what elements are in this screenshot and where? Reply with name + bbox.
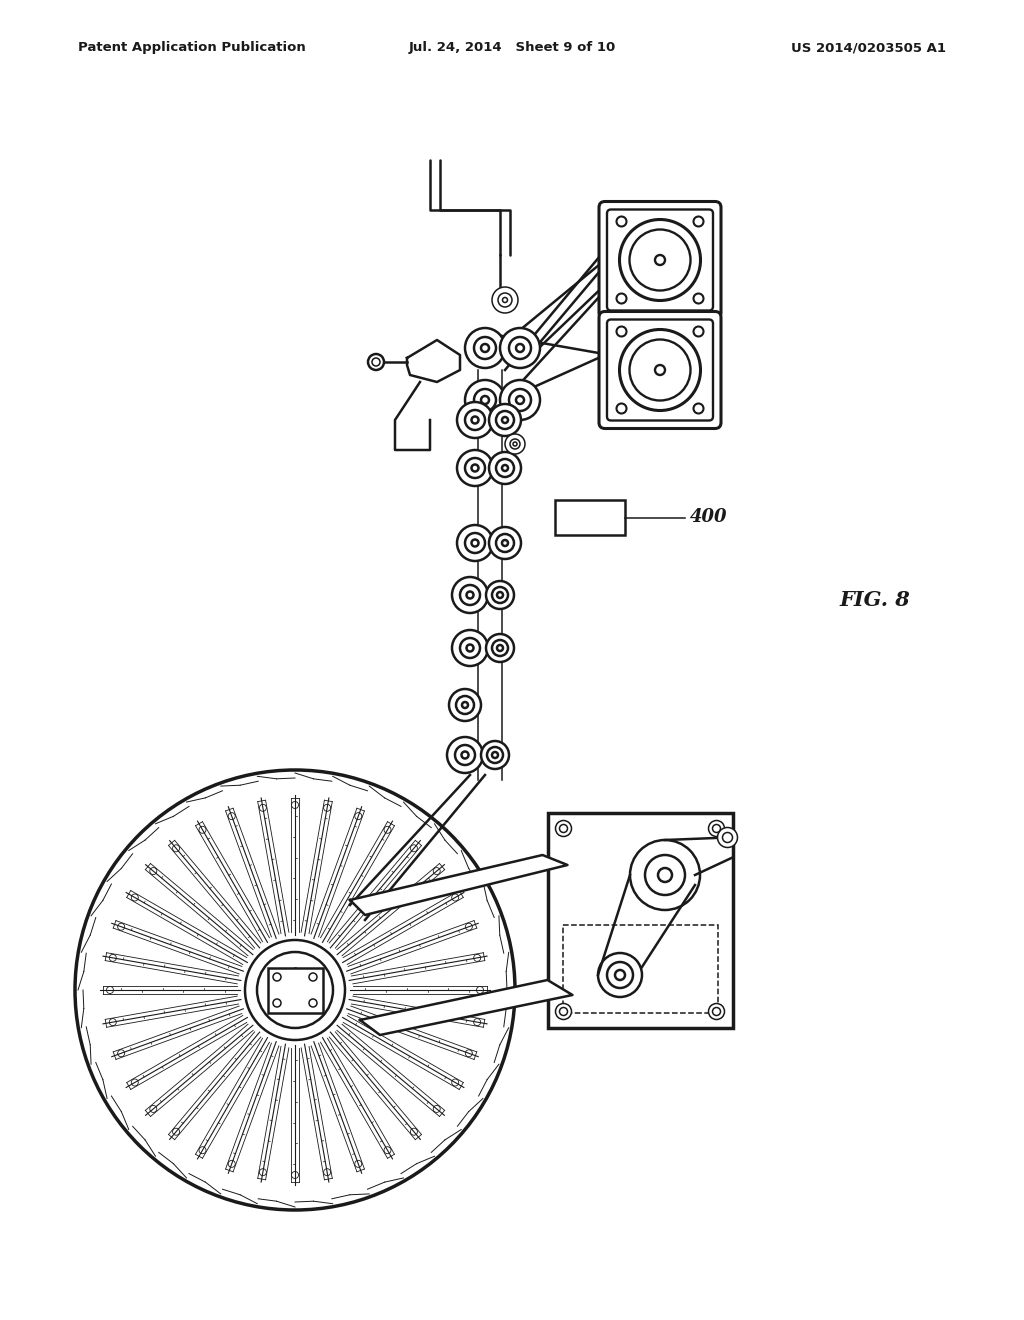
Circle shape <box>616 293 627 304</box>
Bar <box>548 813 732 1027</box>
Circle shape <box>616 216 627 227</box>
Circle shape <box>489 527 521 558</box>
Circle shape <box>465 327 505 368</box>
Circle shape <box>447 737 483 774</box>
Circle shape <box>481 741 509 770</box>
Circle shape <box>489 451 521 484</box>
Circle shape <box>693 216 703 227</box>
Circle shape <box>452 577 488 612</box>
Circle shape <box>616 326 627 337</box>
Circle shape <box>465 380 505 420</box>
Circle shape <box>500 380 540 420</box>
Text: US 2014/0203505 A1: US 2014/0203505 A1 <box>791 41 946 54</box>
Circle shape <box>616 404 627 413</box>
Circle shape <box>368 354 384 370</box>
Text: Jul. 24, 2014   Sheet 9 of 10: Jul. 24, 2014 Sheet 9 of 10 <box>409 41 615 54</box>
Circle shape <box>489 404 521 436</box>
Circle shape <box>452 630 488 667</box>
Text: Patent Application Publication: Patent Application Publication <box>78 41 306 54</box>
Circle shape <box>500 327 540 368</box>
Circle shape <box>492 286 518 313</box>
Circle shape <box>457 525 493 561</box>
Circle shape <box>505 434 525 454</box>
Circle shape <box>693 326 703 337</box>
Circle shape <box>555 821 571 837</box>
Bar <box>562 925 718 1012</box>
Circle shape <box>693 404 703 413</box>
Circle shape <box>449 689 481 721</box>
Circle shape <box>655 366 665 375</box>
Text: FIG. 8: FIG. 8 <box>840 590 910 610</box>
Polygon shape <box>407 341 460 381</box>
FancyBboxPatch shape <box>599 202 721 318</box>
Circle shape <box>486 634 514 663</box>
Circle shape <box>457 450 493 486</box>
Circle shape <box>257 952 333 1028</box>
Polygon shape <box>350 855 567 915</box>
Circle shape <box>709 821 725 837</box>
FancyBboxPatch shape <box>599 312 721 429</box>
Circle shape <box>693 293 703 304</box>
Circle shape <box>555 1003 571 1019</box>
Circle shape <box>598 953 642 997</box>
Circle shape <box>655 255 665 265</box>
Circle shape <box>630 840 700 909</box>
Circle shape <box>718 828 737 847</box>
Text: 400: 400 <box>690 508 727 527</box>
Circle shape <box>486 581 514 609</box>
Circle shape <box>457 403 493 438</box>
Circle shape <box>709 1003 725 1019</box>
Bar <box>267 968 323 1012</box>
Polygon shape <box>360 979 572 1035</box>
Circle shape <box>75 770 515 1210</box>
Bar <box>555 500 625 535</box>
Circle shape <box>245 940 345 1040</box>
